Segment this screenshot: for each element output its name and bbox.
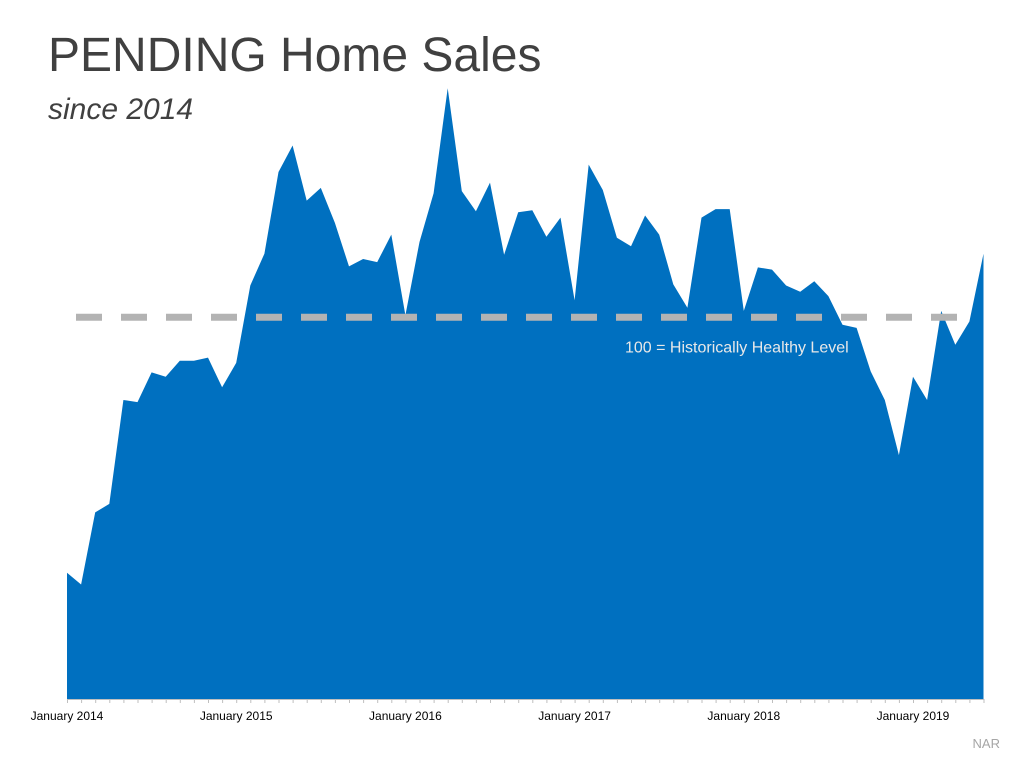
healthy-level-label: 100 = Historically Healthy Level — [625, 339, 849, 356]
x-axis-ticks — [67, 699, 985, 703]
chart-subtitle: since 2014 — [48, 93, 194, 126]
x-axis-labels: January 2014 January 2015 January 2016 Janu… — [31, 709, 950, 723]
x-tick-label: January 2016 — [369, 709, 442, 723]
x-tick-label: January 2014 — [31, 709, 104, 723]
source-label: NAR — [972, 736, 1000, 751]
x-tick-label: January 2018 — [707, 709, 780, 723]
x-tick-label: January 2017 — [538, 709, 611, 723]
pending-sales-area — [67, 88, 984, 699]
x-tick-label: January 2015 — [200, 709, 273, 723]
chart-title: PENDING Home Sales — [48, 29, 542, 82]
x-tick-label: January 2019 — [877, 709, 950, 723]
